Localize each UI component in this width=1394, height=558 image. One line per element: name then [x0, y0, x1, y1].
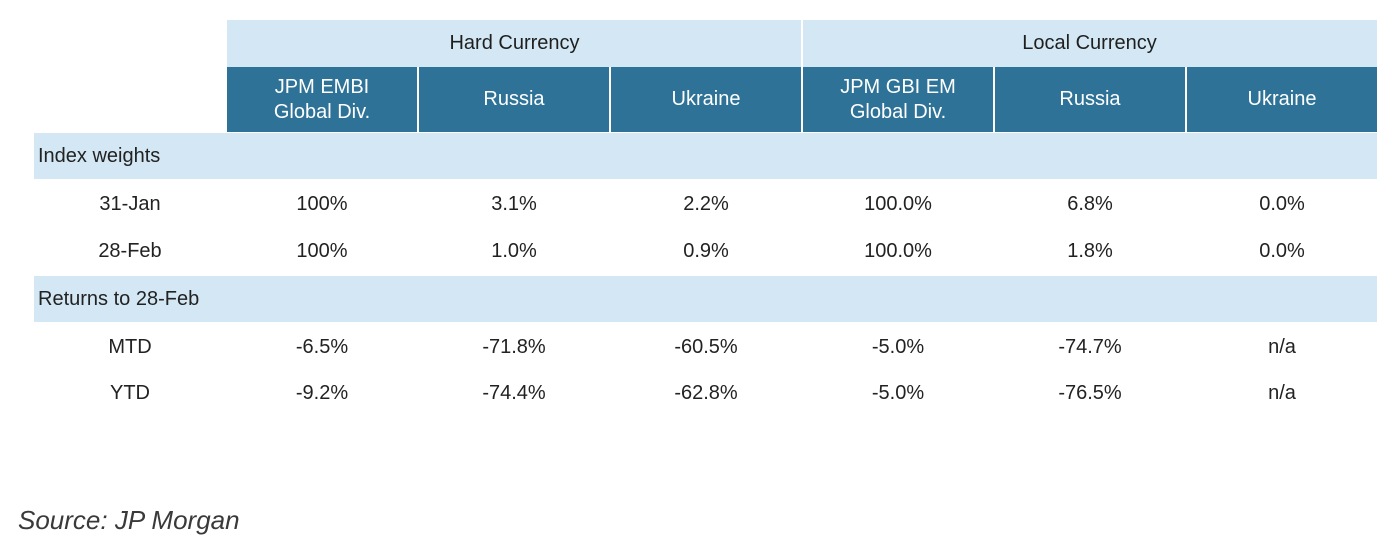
row-label: MTD: [108, 335, 152, 358]
row-label: 31-Jan: [99, 192, 161, 215]
table-cell: n/a: [1268, 381, 1296, 404]
table-cell: -5.0%: [871, 335, 925, 358]
table-cell: -6.5%: [295, 335, 349, 358]
table-cell: -71.8%: [482, 335, 546, 358]
column-header-russia-local: Russia: [995, 67, 1185, 132]
table-cell: 100.0%: [864, 192, 932, 215]
group-header-hard-currency: Hard Currency: [227, 20, 802, 67]
table-cell: 100%: [296, 192, 348, 215]
table-cell: n/a: [1268, 335, 1296, 358]
source-note: Source: JP Morgan: [18, 505, 240, 535]
group-divider: [801, 20, 803, 67]
column-header-ukraine-local: Ukraine: [1187, 67, 1377, 132]
table-cell: 1.0%: [491, 239, 537, 262]
column-header-jpm-embi: JPM EMBI Global Div.: [227, 67, 417, 132]
section-title-index-weights: Index weights: [34, 133, 1377, 179]
column-header-russia-hard: Russia: [419, 67, 609, 132]
table-cell: -76.5%: [1058, 381, 1122, 404]
table-cell: -74.4%: [482, 381, 546, 404]
table-cell: 0.9%: [683, 239, 729, 262]
column-header-jpm-gbi-em: JPM GBI EM Global Div.: [803, 67, 993, 132]
table-cell: 1.8%: [1067, 239, 1113, 262]
row-label: YTD: [110, 381, 150, 404]
table-cell: 0.0%: [1259, 192, 1305, 215]
table-cell: 3.1%: [491, 192, 537, 215]
row-label: 28-Feb: [98, 239, 162, 262]
table-cell: -74.7%: [1058, 335, 1122, 358]
table-cell: 100.0%: [864, 239, 932, 262]
section-title-returns: Returns to 28-Feb: [34, 276, 1377, 322]
table-cell: 2.2%: [683, 192, 729, 215]
table-cell: -60.5%: [674, 335, 738, 358]
table-cell: -9.2%: [295, 381, 349, 404]
table-cell: -5.0%: [871, 381, 925, 404]
table-cell: 100%: [296, 239, 348, 262]
column-header-ukraine-hard: Ukraine: [611, 67, 801, 132]
table-cell: 0.0%: [1259, 239, 1305, 262]
group-header-local-currency: Local Currency: [802, 20, 1377, 67]
table-cell: 6.8%: [1067, 192, 1113, 215]
table-cell: -62.8%: [674, 381, 738, 404]
